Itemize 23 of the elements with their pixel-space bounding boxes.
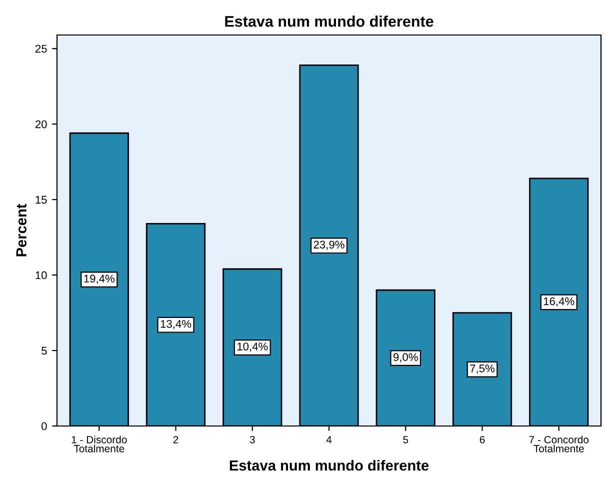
y-tick-label: 15 <box>36 196 47 204</box>
y-tick-label: 25 <box>35 44 47 53</box>
y-axis-title: Percent <box>16 204 26 256</box>
x-tick-label: 1 - Discordo Totalmente <box>72 436 127 452</box>
data-label: 23,9% <box>314 240 344 250</box>
y-tick-label: 0 <box>42 422 47 430</box>
y-tick-label: 10 <box>36 271 47 280</box>
y-tick-label: 5 <box>42 346 47 355</box>
data-label: 19,4% <box>84 274 114 284</box>
data-label: 10,4% <box>237 342 268 352</box>
data-label: 16,4% <box>544 297 574 307</box>
x-tick-label: 2 <box>173 436 178 444</box>
data-label: 13,4% <box>160 320 192 330</box>
x-tick-label: 7 - Concordo Totalmente <box>529 436 589 452</box>
x-tick-label: 6 <box>480 436 485 444</box>
data-label: 7,5% <box>470 364 495 374</box>
data-label: 9,0% <box>393 353 418 362</box>
x-tick-label: 5 <box>403 436 408 444</box>
x-tick-label: 3 <box>250 436 255 444</box>
chart-title: Estava num mundo diferente <box>225 16 434 27</box>
x-axis-title: Estava num mundo diferente <box>230 460 429 471</box>
x-tick-label: 4 <box>326 436 332 444</box>
y-tick-label: 20 <box>35 120 47 128</box>
